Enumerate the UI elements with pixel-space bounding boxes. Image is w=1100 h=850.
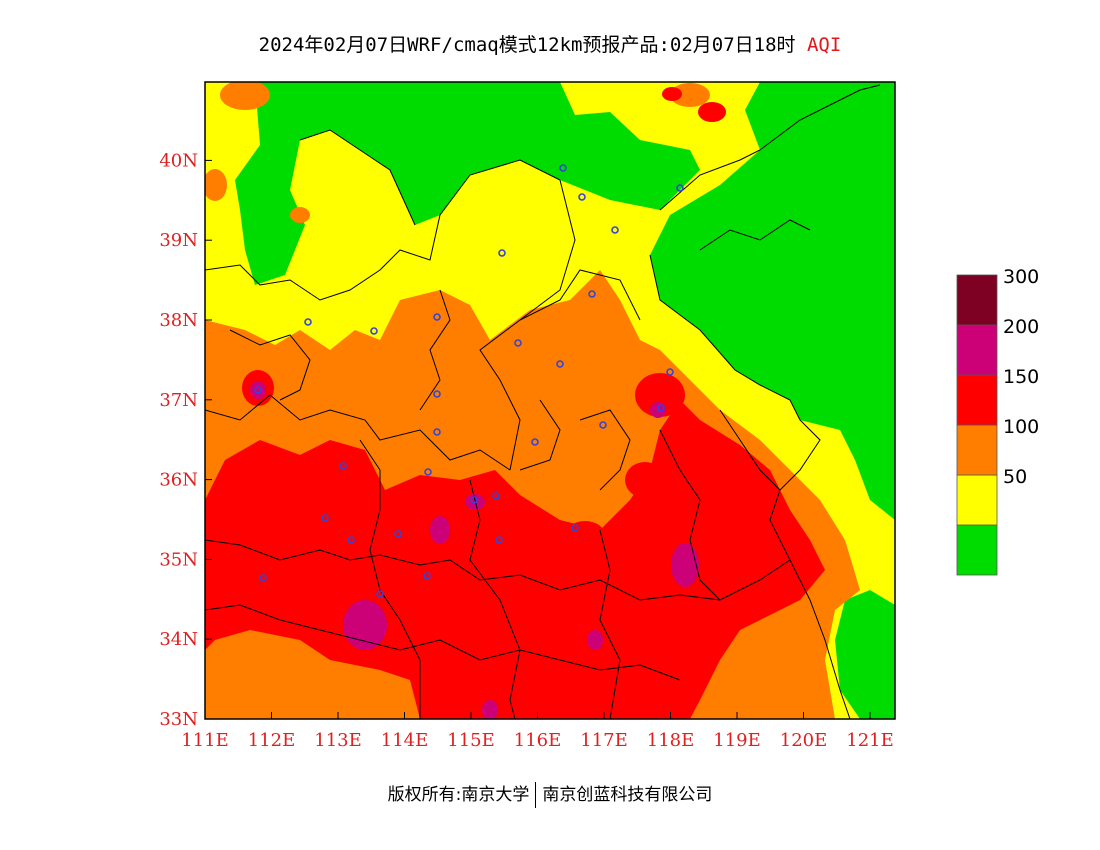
city-marker — [370, 327, 378, 335]
lat-axis: 33N 34N 35N 36N 37N 38N 39N 40N — [159, 150, 212, 730]
legend-swatch — [956, 374, 998, 426]
lat-tick-label: 36N — [159, 470, 198, 491]
legend-label: 200 — [1003, 316, 1039, 338]
legend-label: 150 — [1003, 366, 1039, 388]
city-marker — [347, 536, 355, 544]
city-marker — [588, 290, 596, 298]
field-red-spot — [662, 87, 682, 101]
city-marker — [657, 404, 665, 412]
city-marker — [433, 313, 441, 321]
lon-tick-label: 121E — [846, 730, 894, 751]
legend-swatch — [956, 324, 998, 376]
city-marker — [423, 572, 431, 580]
city-marker — [376, 590, 384, 598]
city-markers — [254, 164, 684, 598]
city-marker — [559, 164, 567, 172]
field-purple-spot — [482, 700, 498, 719]
city-marker — [514, 339, 522, 347]
city-marker — [676, 184, 684, 192]
lon-tick-label: 120E — [780, 730, 828, 751]
city-marker — [578, 193, 586, 201]
field-red-spot — [625, 462, 665, 498]
lon-tick-label: 111E — [181, 730, 229, 751]
lon-tick-label: 114E — [381, 730, 429, 751]
city-marker — [424, 468, 432, 476]
footer: 版权所有:南京大学 南京创蓝科技有限公司 — [0, 780, 1100, 808]
city-marker — [556, 360, 564, 368]
city-marker — [394, 530, 402, 538]
lon-tick-label: 112E — [248, 730, 296, 751]
city-marker — [531, 438, 539, 446]
title-variable: AQI — [806, 34, 842, 56]
city-marker — [571, 524, 579, 532]
boundaries — [205, 84, 881, 719]
lat-tick-label: 33N — [159, 709, 198, 730]
lat-tick-label: 34N — [159, 629, 198, 650]
lon-tick-label: 115E — [447, 730, 495, 751]
city-marker — [304, 318, 312, 326]
title-main: 2024年02月07日WRF/cmaq模式12km预报产品:02月07日18时 — [258, 34, 796, 56]
city-marker — [433, 390, 441, 398]
legend-swatch — [956, 474, 998, 526]
lat-tick-label: 35N — [159, 549, 198, 570]
lat-tick-label: 38N — [159, 310, 198, 331]
field-purple-spot — [671, 543, 699, 587]
lat-tick-label: 40N — [159, 150, 198, 171]
lon-tick-label: 117E — [580, 730, 628, 751]
lon-axis: 111E 112E 113E 114E 115E 116E 117E 118E 119E 120E… — [181, 712, 894, 751]
field-green-east — [650, 82, 895, 520]
city-marker — [492, 492, 500, 500]
aqi-field — [205, 82, 895, 719]
footer-company: 南京创蓝科技有限公司 — [542, 785, 713, 805]
field-green-north — [235, 82, 700, 285]
field-purple-spot — [430, 516, 450, 544]
city-marker — [339, 462, 347, 470]
field-orange-spot — [220, 82, 270, 110]
plot-frame — [204, 81, 896, 720]
city-marker — [259, 574, 267, 582]
legend-label: 50 — [1003, 466, 1027, 488]
aqi-legend: 50 100 150 200 300 — [956, 266, 1039, 576]
lon-tick-label: 119E — [713, 730, 761, 751]
field-purple-spot — [250, 381, 266, 399]
city-marker — [254, 386, 262, 394]
field-purple-spot — [587, 630, 603, 650]
footer-copyright: 版权所有:南京大学 — [387, 785, 530, 805]
field-purple-spot — [343, 600, 387, 650]
legend-swatch — [956, 274, 998, 326]
city-marker — [470, 496, 478, 504]
city-marker — [495, 536, 503, 544]
lat-tick-label: 37N — [159, 390, 198, 411]
city-marker — [433, 428, 441, 436]
field-red-spot — [565, 521, 605, 549]
field-green-southeast — [835, 590, 895, 719]
legend-label: 300 — [1003, 266, 1039, 288]
legend-label: 100 — [1003, 416, 1039, 438]
field-red-spot — [635, 373, 685, 417]
lat-tick-label: 39N — [159, 230, 198, 251]
city-marker — [321, 514, 329, 522]
field-orange-spot — [290, 207, 310, 223]
legend-swatch — [956, 424, 998, 476]
map-title: 2024年02月07日WRF/cmaq模式12km预报产品:02月07日18时 … — [0, 30, 1100, 57]
lon-tick-label: 113E — [314, 730, 362, 751]
city-marker — [611, 226, 619, 234]
lon-tick-label: 118E — [647, 730, 695, 751]
legend-swatch — [956, 524, 998, 576]
lon-tick-label: 116E — [514, 730, 562, 751]
city-marker — [599, 421, 607, 429]
city-marker — [498, 249, 506, 257]
field-orange-spot — [205, 169, 227, 201]
field-red-spot — [698, 102, 726, 122]
footer-separator — [535, 782, 537, 808]
field-orange-spot — [670, 83, 710, 107]
city-marker — [666, 368, 674, 376]
